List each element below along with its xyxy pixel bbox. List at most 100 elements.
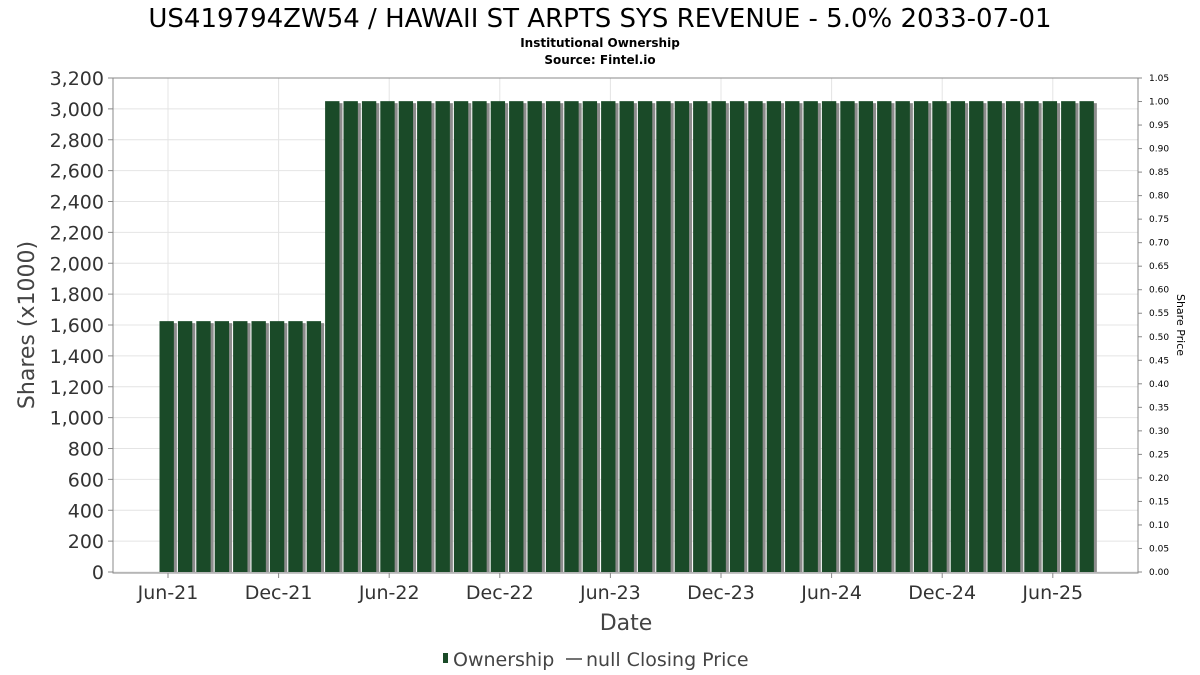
ownership-bar bbox=[619, 101, 634, 572]
y-tick-label: 2,600 bbox=[50, 161, 104, 183]
ownership-bar bbox=[582, 101, 598, 572]
y-tick-label: 1,200 bbox=[50, 377, 104, 399]
y-tick-label: 200 bbox=[68, 531, 104, 553]
y-axis-label: Shares (x1000) bbox=[15, 241, 40, 409]
y2-tick-label: 0.05 bbox=[1149, 544, 1169, 554]
y2-tick-label: 0.35 bbox=[1149, 403, 1169, 413]
legend: Ownership null Closing Price bbox=[443, 649, 749, 671]
y-tick-label: 600 bbox=[68, 469, 104, 491]
ownership-bar bbox=[1024, 101, 1039, 572]
ownership-bar bbox=[858, 101, 874, 572]
y2-tick-label: 0.90 bbox=[1149, 145, 1169, 155]
ownership-bar bbox=[509, 101, 524, 572]
bars-group bbox=[159, 101, 1097, 572]
legend-ownership-swatch bbox=[443, 653, 448, 663]
ownership-bar bbox=[748, 101, 763, 572]
ownership-bar bbox=[380, 101, 395, 572]
y-tick-label: 400 bbox=[68, 500, 104, 522]
ownership-bar bbox=[785, 101, 800, 572]
y2-tick-label: 0.60 bbox=[1149, 286, 1169, 296]
x-tick-label: Dec-24 bbox=[908, 582, 976, 604]
y2-tick-label: 0.80 bbox=[1149, 192, 1169, 202]
x-tick-label: Jun-22 bbox=[358, 582, 420, 604]
y2-axis-label: Share Price bbox=[1174, 294, 1187, 356]
ownership-bar bbox=[417, 101, 432, 572]
ownership-bar bbox=[233, 321, 248, 572]
ownership-bar bbox=[306, 321, 322, 572]
y2-tick-label: 0.15 bbox=[1149, 497, 1169, 507]
y2-tick-label: 0.95 bbox=[1149, 121, 1169, 131]
y2-tick-label: 0.25 bbox=[1149, 450, 1169, 460]
ownership-bar bbox=[895, 101, 910, 572]
ownership-bar bbox=[913, 101, 929, 572]
y2-tick-label: 0.50 bbox=[1149, 333, 1169, 343]
y2-tick-label: 0.45 bbox=[1149, 356, 1169, 366]
ownership-bar bbox=[527, 101, 542, 572]
ownership-bar bbox=[711, 101, 726, 572]
y2-tick-label: 0.00 bbox=[1149, 568, 1169, 578]
x-tick-label: Jun-21 bbox=[137, 582, 199, 604]
x-tick-label: Jun-25 bbox=[1021, 582, 1083, 604]
ownership-bar bbox=[398, 101, 414, 572]
x-axis-ticks: Jun-21 Dec-21 Jun-22 Dec-22 Jun-23 Dec-23 Jun-… bbox=[137, 573, 1083, 604]
y-tick-label: 2,800 bbox=[50, 130, 104, 152]
y2-tick-label: 1.05 bbox=[1149, 74, 1169, 84]
ownership-bar bbox=[932, 101, 947, 572]
y2-tick-label: 1.00 bbox=[1149, 98, 1169, 108]
ownership-bar bbox=[325, 101, 340, 572]
x-tick-label: Dec-21 bbox=[245, 582, 313, 604]
y2-tick-label: 0.10 bbox=[1149, 521, 1169, 531]
ownership-bar bbox=[564, 101, 579, 572]
y2-tick-label: 0.55 bbox=[1149, 309, 1169, 319]
ownership-bar bbox=[766, 101, 782, 572]
ownership-bar bbox=[343, 101, 358, 572]
y2-tick-label: 0.65 bbox=[1149, 262, 1169, 272]
y2-tick-label: 0.20 bbox=[1149, 474, 1169, 484]
legend-closing-price-label: null Closing Price bbox=[586, 649, 749, 671]
y-tick-label: 1,600 bbox=[50, 315, 104, 337]
ownership-bar bbox=[196, 321, 211, 572]
ownership-bar bbox=[1079, 101, 1094, 572]
ownership-bar bbox=[251, 321, 266, 572]
ownership-bar bbox=[177, 321, 193, 572]
y-tick-label: 2,400 bbox=[50, 192, 104, 214]
x-axis-label: Date bbox=[600, 611, 653, 636]
ownership-bar bbox=[987, 101, 1002, 572]
ownership-bar bbox=[729, 101, 745, 572]
y2-tick-label: 0.30 bbox=[1149, 427, 1169, 437]
ownership-bar bbox=[435, 101, 450, 572]
ownership-bar bbox=[545, 101, 561, 572]
y2-tick-label: 0.85 bbox=[1149, 168, 1169, 178]
chart-source: Source: Fintel.io bbox=[544, 53, 655, 67]
ownership-bar bbox=[1005, 101, 1021, 572]
ownership-bar bbox=[840, 101, 855, 572]
y-tick-label: 0 bbox=[92, 562, 104, 584]
ownership-bar bbox=[969, 101, 984, 572]
ownership-bar bbox=[693, 101, 708, 572]
ownership-bar bbox=[674, 101, 690, 572]
ownership-bar bbox=[159, 321, 174, 572]
ownership-bar bbox=[269, 321, 285, 572]
y-tick-label: 800 bbox=[68, 439, 104, 461]
x-tick-label: Dec-23 bbox=[687, 582, 755, 604]
y-tick-label: 2,200 bbox=[50, 222, 104, 244]
y-tick-label: 3,000 bbox=[50, 99, 104, 121]
ownership-bar bbox=[803, 101, 818, 572]
chart-subtitle: Institutional Ownership bbox=[520, 36, 680, 50]
ownership-bar bbox=[361, 101, 377, 572]
ownership-bar bbox=[601, 101, 616, 572]
legend-ownership-label: Ownership bbox=[453, 649, 554, 671]
y-tick-label: 1,000 bbox=[50, 408, 104, 430]
ownership-bar bbox=[490, 101, 506, 572]
y2-tick-label: 0.70 bbox=[1149, 239, 1169, 249]
x-tick-label: Jun-23 bbox=[579, 582, 641, 604]
x-tick-label: Jun-24 bbox=[800, 582, 862, 604]
ownership-bar bbox=[288, 321, 303, 572]
ownership-bar bbox=[877, 101, 892, 572]
y-tick-label: 2,000 bbox=[50, 253, 104, 275]
ownership-bar bbox=[1061, 101, 1076, 572]
y-tick-label: 1,400 bbox=[50, 346, 104, 368]
x-tick-label: Dec-22 bbox=[466, 582, 534, 604]
ownership-bar bbox=[1042, 101, 1058, 572]
